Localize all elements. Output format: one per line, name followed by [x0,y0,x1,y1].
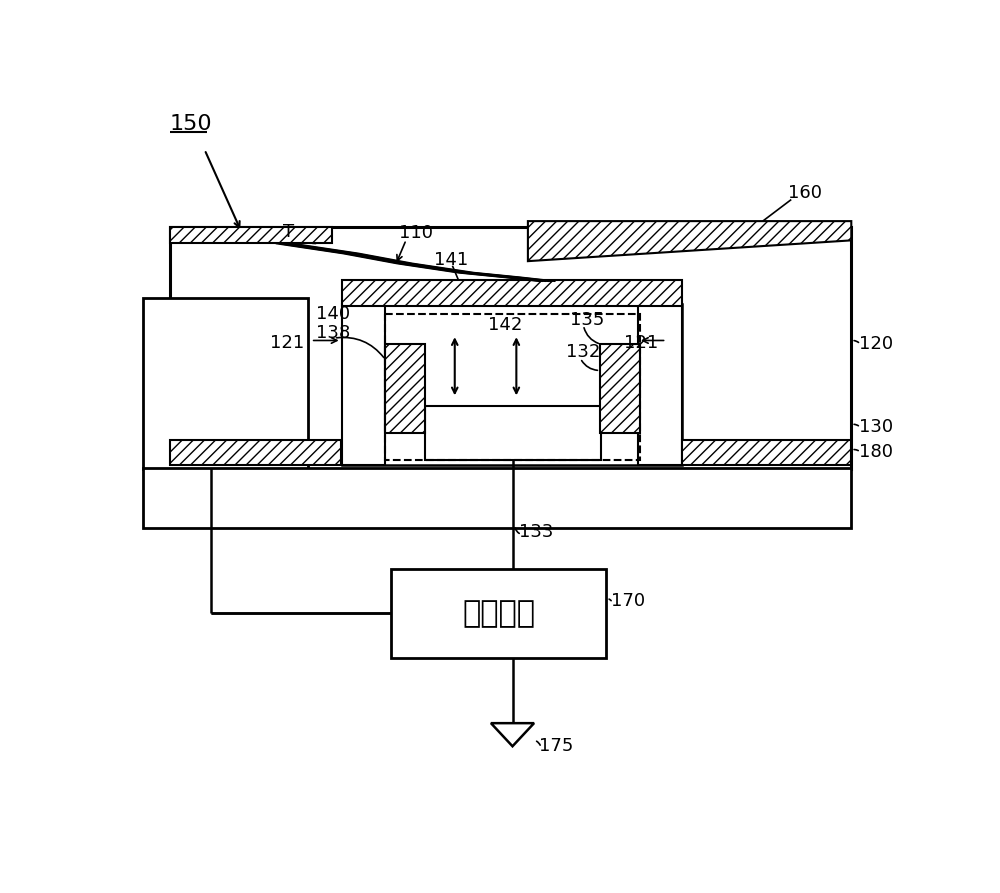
Bar [385,313,640,460]
Text: 180: 180 [859,443,893,461]
Text: 132: 132 [566,343,601,361]
Bar [143,298,308,469]
Bar [385,345,425,433]
Text: 160: 160 [788,184,822,203]
Bar [170,227,332,244]
Polygon shape [491,723,534,747]
Polygon shape [528,221,851,261]
Text: 135: 135 [570,311,605,329]
Bar [342,280,682,305]
Text: 142: 142 [488,316,522,334]
Text: 175: 175 [539,738,574,755]
Bar [170,439,341,465]
Text: 170: 170 [611,592,645,611]
Text: 141: 141 [434,251,468,269]
Text: 120: 120 [859,335,893,354]
Bar [600,345,640,433]
Text: 138: 138 [316,324,350,342]
Text: 140: 140 [316,305,350,322]
Text: T: T [283,223,294,241]
Bar [425,406,601,460]
Text: 110: 110 [399,223,433,242]
Text: 150: 150 [170,114,212,134]
Text: 频率电桥: 频率电桥 [462,599,535,628]
Bar [143,468,851,528]
Text: 133: 133 [519,523,553,541]
Bar [391,569,606,658]
Bar [638,304,682,465]
Bar [682,439,851,465]
Text: 130: 130 [859,419,893,437]
Bar [170,227,851,469]
Text: 121: 121 [270,334,304,352]
Bar [342,304,682,465]
Bar [342,304,385,465]
Text: 121: 121 [624,334,658,352]
